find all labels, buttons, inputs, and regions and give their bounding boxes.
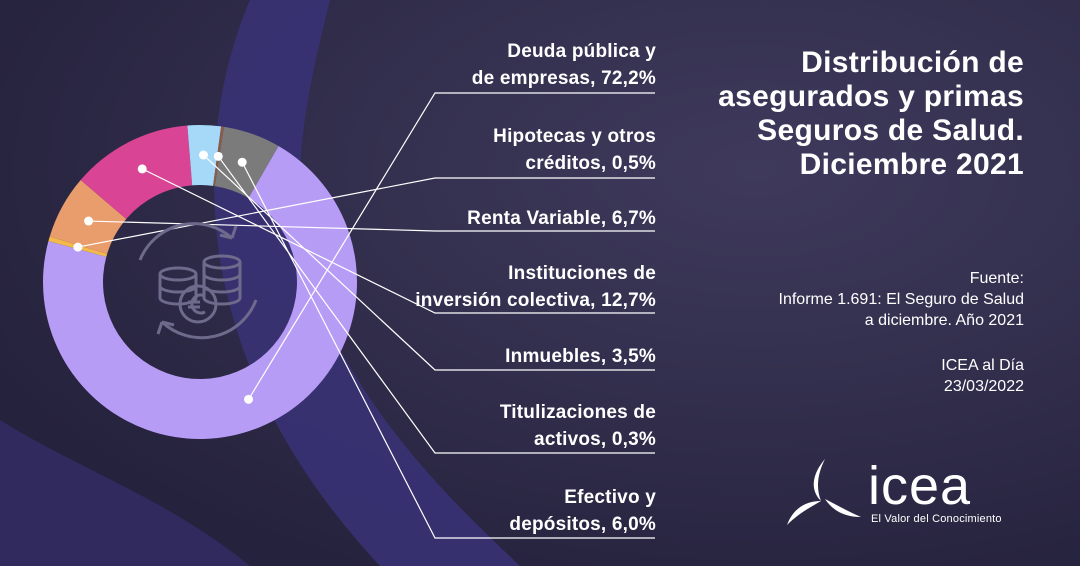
coins-euro-icon [138, 222, 258, 340]
leader-line-inmuebles [203, 154, 655, 371]
publication-info: ICEA al Día 23/03/2022 [941, 357, 1024, 395]
leader-dot-hipotecas [73, 242, 83, 252]
leader-dot-efectivo [237, 157, 247, 167]
leader-dot-deuda [244, 394, 254, 404]
slice-instituciones [80, 125, 193, 219]
leader-dot-inmuebles [198, 150, 208, 160]
chart-title: Distribución de asegurados y primas Seguro… [718, 46, 1024, 181]
logo-wordmark: icea [868, 456, 972, 516]
leader-dot-renta-variable [84, 216, 94, 226]
label-hipotecas: Hipotecas y otros créditos, 0,5% [493, 126, 656, 174]
label-inmuebles: Inmuebles, 3,5% [505, 346, 656, 367]
background-swoosh [214, 0, 521, 566]
label-renta-variable: Renta Variable, 6,7% [467, 208, 656, 229]
label-titulizaciones: Titulizaciones de activos, 0,3% [499, 402, 656, 450]
icea-logo-icon [787, 459, 861, 525]
leader-line-instituciones [141, 168, 655, 314]
leader-dot-instituciones [137, 164, 147, 174]
leader-line-deuda [248, 92, 655, 400]
leader-line-efectivo [241, 161, 655, 539]
background-swoosh-lower [0, 420, 250, 566]
logo-tagline: El Valor del Conocimiento [871, 513, 1002, 525]
label-efectivo: Efectivo y depósitos, 6,0% [509, 487, 656, 535]
label-instituciones: Instituciones de inversión colectiva, 12,… [415, 263, 656, 311]
source-note: Fuente: Informe 1.691: El Seguro de Salud… [778, 270, 1025, 329]
chart-leader-lines [73, 92, 655, 539]
slice-deuda [42, 146, 358, 440]
leader-dot-titulizaciones [213, 151, 223, 161]
label-deuda: Deuda pública y de empresas, 72,2% [471, 41, 656, 89]
